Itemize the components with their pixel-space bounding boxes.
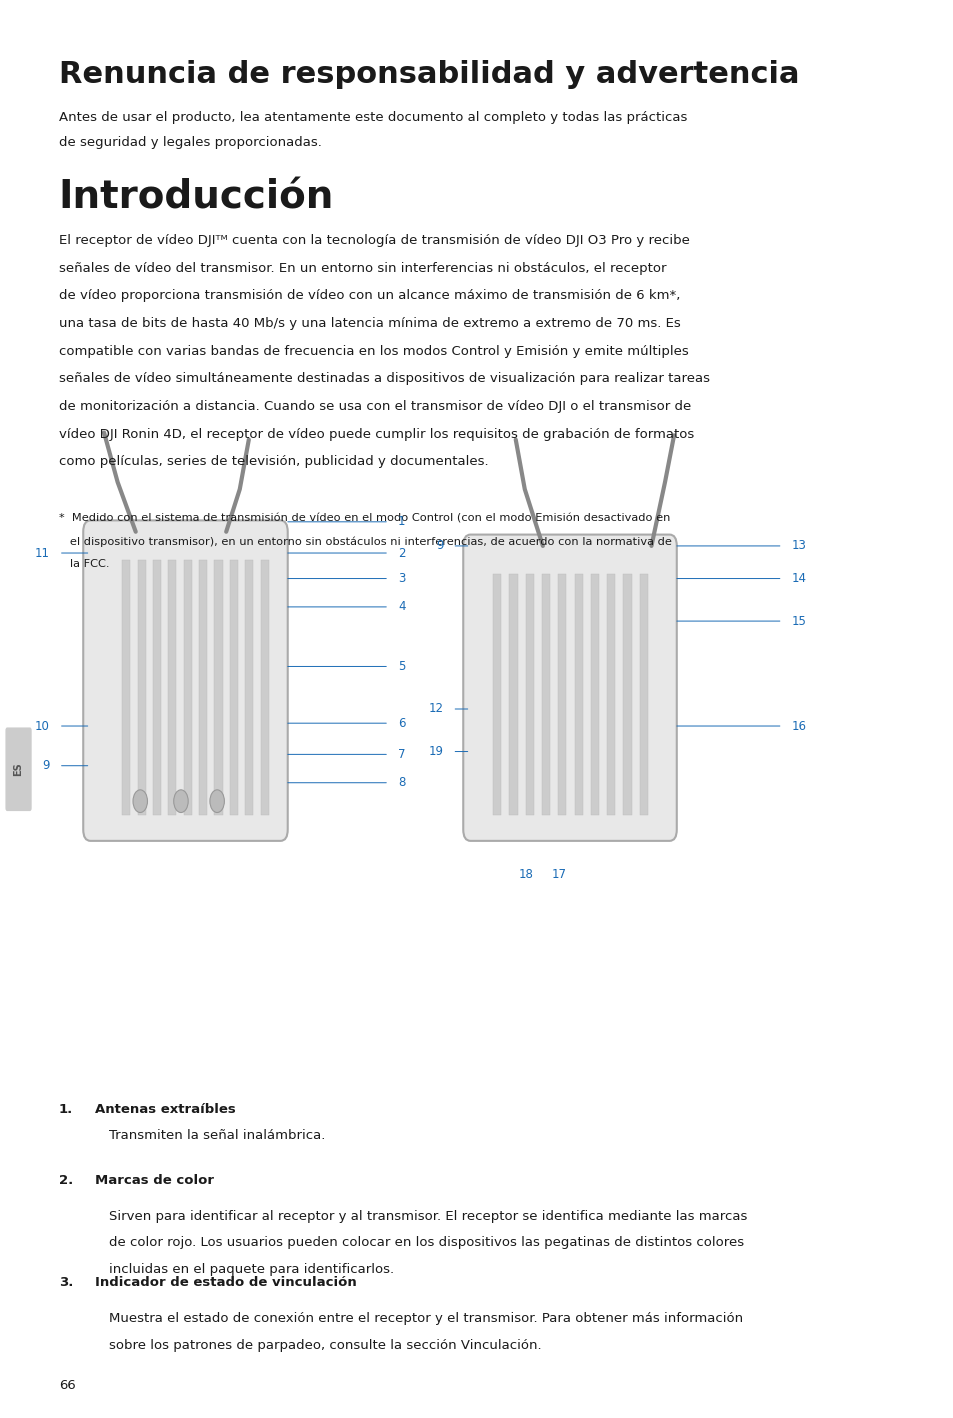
Circle shape (132, 790, 148, 813)
Bar (606, 574, 615, 815)
Text: una tasa de bits de hasta 40 Mb/s y una latencia mínima de extremo a extremo de : una tasa de bits de hasta 40 Mb/s y una … (59, 318, 679, 330)
Bar (230, 560, 237, 815)
Bar (509, 574, 517, 815)
Bar (493, 574, 500, 815)
Text: compatible con varias bandas de frecuencia en los modos Control y Emisión y emit: compatible con varias bandas de frecuenc… (59, 345, 688, 357)
Text: *  Medido con el sistema de transmisión de vídeo en el modo Control (con el modo: * Medido con el sistema de transmisión d… (59, 513, 670, 523)
FancyBboxPatch shape (83, 520, 288, 841)
Text: 18: 18 (518, 868, 534, 881)
Text: sobre los patrones de parpadeo, consulte la sección Vinculación.: sobre los patrones de parpadeo, consulte… (109, 1339, 540, 1351)
Text: 5: 5 (397, 659, 405, 674)
Bar (168, 560, 176, 815)
FancyBboxPatch shape (6, 727, 31, 811)
Text: como películas, series de televisión, publicidad y documentales.: como películas, series de televisión, pu… (59, 455, 488, 468)
Text: 19: 19 (428, 744, 443, 759)
Text: 7: 7 (397, 747, 405, 761)
Text: 15: 15 (791, 614, 805, 628)
Circle shape (210, 790, 224, 813)
Bar (214, 560, 222, 815)
Bar (260, 560, 269, 815)
Text: de seguridad y legales proporcionadas.: de seguridad y legales proporcionadas. (59, 136, 321, 149)
Text: 11: 11 (34, 546, 50, 560)
Bar (622, 574, 631, 815)
Text: 9: 9 (436, 539, 443, 553)
Text: El receptor de vídeo DJIᵀᴹ cuenta con la tecnología de transmisión de vídeo DJI : El receptor de vídeo DJIᵀᴹ cuenta con la… (59, 234, 689, 247)
Text: de monitorización a distancia. Cuando se usa con el transmisor de vídeo DJI o el: de monitorización a distancia. Cuando se… (59, 400, 690, 413)
Text: 4: 4 (397, 600, 405, 614)
Text: 9: 9 (42, 759, 50, 773)
Text: 8: 8 (397, 776, 405, 790)
Text: 12: 12 (428, 702, 443, 716)
Text: 13: 13 (791, 539, 805, 553)
Text: de vídeo proporciona transmisión de vídeo con un alcance máximo de transmisión d: de vídeo proporciona transmisión de víde… (59, 289, 679, 302)
Text: 16: 16 (791, 719, 806, 733)
Text: Sirven para identificar al receptor y al transmisor. El receptor se identifica m: Sirven para identificar al receptor y al… (109, 1210, 746, 1222)
Text: 17: 17 (551, 868, 566, 881)
Text: el dispositivo transmisor), en un entorno sin obstáculos ni interferencias, de a: el dispositivo transmisor), en un entorn… (59, 536, 671, 546)
FancyBboxPatch shape (463, 535, 676, 841)
Bar (590, 574, 598, 815)
Bar (137, 560, 146, 815)
Bar (122, 560, 131, 815)
Bar (199, 560, 207, 815)
Text: Indicador de estado de vinculación: Indicador de estado de vinculación (95, 1276, 356, 1289)
Text: 1: 1 (397, 515, 405, 529)
Bar (574, 574, 582, 815)
Bar (152, 560, 161, 815)
Text: 3.: 3. (59, 1276, 73, 1289)
Text: 2.: 2. (59, 1174, 73, 1187)
Text: incluidas en el paquete para identificarlos.: incluidas en el paquete para identificar… (109, 1263, 394, 1276)
Text: señales de vídeo simultáneamente destinadas a dispositivos de visualización para: señales de vídeo simultáneamente destina… (59, 373, 709, 386)
Bar (541, 574, 550, 815)
Bar (558, 574, 566, 815)
Bar (184, 560, 192, 815)
Text: señales de vídeo del transmisor. En un entorno sin interferencias ni obstáculos,: señales de vídeo del transmisor. En un e… (59, 262, 665, 275)
Text: Transmiten la señal inalámbrica.: Transmiten la señal inalámbrica. (109, 1129, 325, 1141)
Text: 1.: 1. (59, 1103, 73, 1116)
Text: Renuncia de responsabilidad y advertencia: Renuncia de responsabilidad y advertenci… (59, 60, 799, 88)
Text: 66: 66 (59, 1380, 75, 1392)
Text: Introducción: Introducción (59, 179, 334, 217)
Bar (639, 574, 647, 815)
Text: Antenas extraíbles: Antenas extraíbles (95, 1103, 235, 1116)
Text: 10: 10 (35, 719, 50, 733)
Text: de color rojo. Los usuarios pueden colocar en los dispositivos las pegatinas de : de color rojo. Los usuarios pueden coloc… (109, 1236, 743, 1249)
Text: 6: 6 (397, 716, 405, 730)
Text: Marcas de color: Marcas de color (95, 1174, 213, 1187)
Text: 3: 3 (397, 571, 405, 586)
Text: Muestra el estado de conexión entre el receptor y el transmisor. Para obtener má: Muestra el estado de conexión entre el r… (109, 1312, 742, 1324)
Text: la FCC.: la FCC. (59, 559, 110, 569)
Text: Antes de usar el producto, lea atentamente este documento al completo y todas la: Antes de usar el producto, lea atentamen… (59, 111, 686, 123)
Text: 2: 2 (397, 546, 405, 560)
Circle shape (173, 790, 188, 813)
Text: vídeo DJI Ronin 4D, el receptor de vídeo puede cumplir los requisitos de grabaci: vídeo DJI Ronin 4D, el receptor de vídeo… (59, 428, 694, 441)
Bar (525, 574, 534, 815)
Text: ES: ES (13, 763, 24, 776)
Text: 14: 14 (791, 571, 806, 586)
Bar (245, 560, 253, 815)
